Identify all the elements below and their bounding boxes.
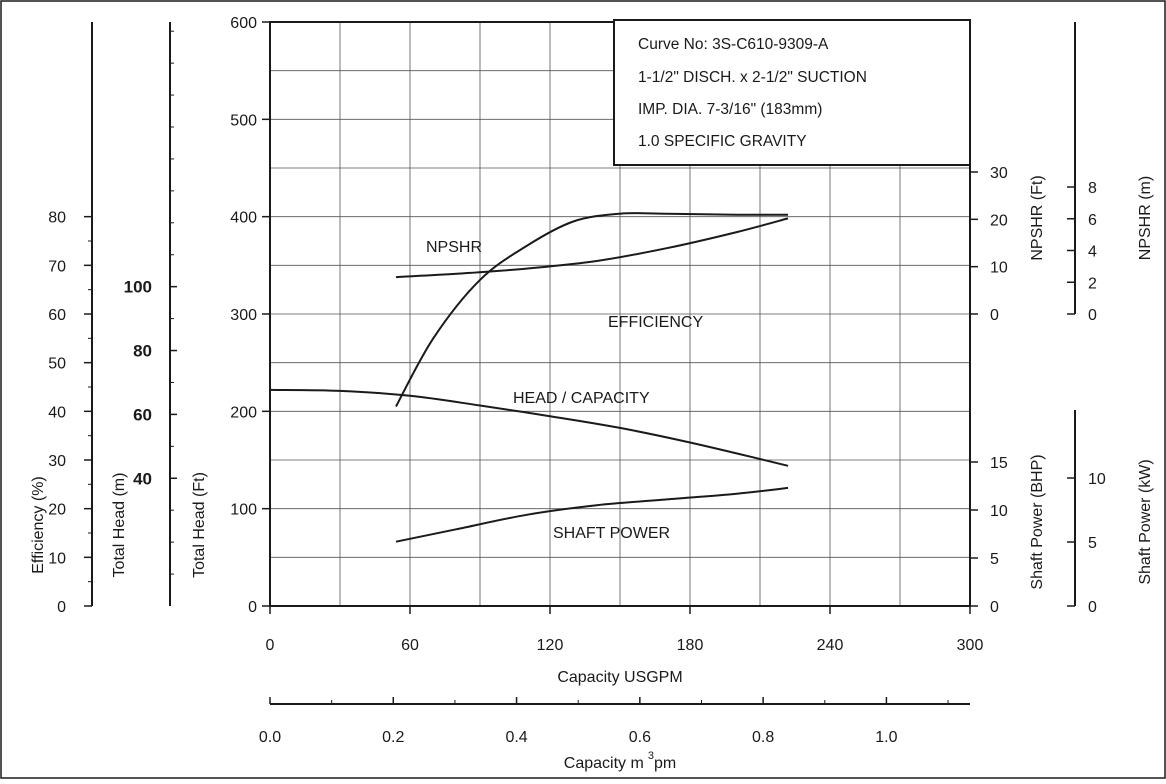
info-box-frame — [613, 19, 971, 166]
tick-label-usgpm: 300 — [957, 637, 984, 654]
tick-label-power-kw: 10 — [1088, 471, 1106, 488]
tick-label-efficiency: 80 — [48, 210, 66, 227]
curve-label-shaft-power: SHAFT POWER — [553, 525, 670, 542]
tick-label-usgpm: 240 — [817, 637, 844, 654]
curve-label-npshr: NPSHR — [426, 239, 482, 256]
tick-label-power-bhp: 5 — [990, 551, 999, 568]
bottom-axes: 0 60 120 180 240 300 0.0 0.2 0.4 0.6 0.8 1.0 — [259, 606, 984, 746]
tick-label-usgpm: 180 — [677, 637, 704, 654]
tick-label-efficiency: 10 — [48, 550, 66, 567]
tick-label-head-m: 100 — [124, 278, 152, 297]
ylabel-npshr-m: NPSHR (m) — [1137, 176, 1154, 260]
info-curve-no: Curve No: 3S-C610-9309-A — [638, 36, 829, 53]
tick-label-head-ft: 500 — [230, 112, 257, 129]
tick-label-efficiency: 50 — [48, 356, 66, 373]
right-axes: 0 10 20 30 0 5 10 15 0 2 4 6 8 0 5 10 — [970, 22, 1106, 616]
tick-label-efficiency: 30 — [48, 453, 66, 470]
tick-label-usgpm: 60 — [401, 637, 419, 654]
curve-npshr — [395, 217, 789, 279]
tick-label-npshr-ft: 10 — [990, 260, 1008, 277]
tick-label-power-kw: 0 — [1088, 599, 1097, 616]
curve-head-capacity — [269, 388, 789, 467]
tick-label-head-ft: 100 — [230, 502, 257, 519]
tick-label-efficiency: 20 — [48, 502, 66, 519]
tick-label-usgpm: 120 — [537, 637, 564, 654]
tick-label-power-bhp: 0 — [990, 599, 999, 616]
ylabel-efficiency: Efficiency (%) — [30, 476, 47, 574]
tick-label-efficiency: 0 — [57, 599, 66, 616]
tick-label-efficiency: 70 — [48, 258, 66, 275]
tick-label-power-bhp: 10 — [990, 503, 1008, 520]
tick-label-power-kw: 5 — [1088, 535, 1097, 552]
tick-label-npshr-ft: 20 — [990, 212, 1008, 229]
xlabel-m3pm: Capacity m 3pm — [564, 750, 676, 772]
tick-label-power-bhp: 15 — [990, 455, 1008, 472]
tick-label-m3pm: 0.2 — [382, 729, 404, 746]
ylabel-npshr-ft: NPSHR (Ft) — [1029, 175, 1046, 260]
tick-label-npshr-m: 2 — [1088, 275, 1097, 292]
curves — [269, 212, 789, 543]
curve-label-efficiency: EFFICIENCY — [608, 314, 703, 331]
tick-label-head-m: 40 — [133, 469, 152, 488]
ylabel-power-kw: Shaft Power (kW) — [1137, 459, 1154, 584]
tick-label-m3pm: 0.6 — [629, 729, 651, 746]
tick-label-head-ft: 400 — [230, 210, 257, 227]
tick-label-m3pm: 0.4 — [505, 729, 527, 746]
tick-label-efficiency: 40 — [48, 404, 66, 421]
info-impeller-dia: IMP. DIA. 7-3/16" (183mm) — [638, 101, 822, 118]
ylabel-head-ft: Total Head (Ft) — [191, 472, 208, 578]
tick-label-head-ft: 200 — [230, 404, 257, 421]
left-axes: 0 10 20 30 40 50 60 70 80 40 60 80 100 0 100 200 300 400 5… — [48, 15, 270, 616]
tick-label-npshr-ft: 30 — [990, 165, 1008, 182]
ylabel-head-m: Total Head (m) — [111, 473, 128, 578]
tick-label-npshr-m: 0 — [1088, 307, 1097, 324]
tick-label-head-ft: 600 — [230, 15, 257, 32]
tick-label-m3pm: 0.0 — [259, 729, 281, 746]
tick-label-npshr-m: 4 — [1088, 244, 1097, 261]
info-box: Curve No: 3S-C610-9309-A 1-1/2" DISCH. x… — [613, 19, 971, 166]
curve-efficiency — [395, 212, 789, 407]
tick-label-head-m: 80 — [133, 342, 152, 361]
info-specific-gravity: 1.0 SPECIFIC GRAVITY — [638, 133, 807, 150]
tick-label-npshr-ft: 0 — [990, 307, 999, 324]
tick-label-head-ft: 300 — [230, 307, 257, 324]
curve-label-head-capacity: HEAD / CAPACITY — [513, 390, 650, 407]
tick-label-m3pm: 0.8 — [752, 729, 774, 746]
ylabel-power-bhp: Shaft Power (BHP) — [1029, 454, 1046, 589]
tick-label-npshr-m: 8 — [1088, 180, 1097, 197]
tick-label-m3pm: 1.0 — [875, 729, 897, 746]
tick-label-head-ft: 0 — [248, 599, 257, 616]
tick-label-head-m: 60 — [133, 405, 152, 424]
tick-label-efficiency: 60 — [48, 307, 66, 324]
tick-label-npshr-m: 6 — [1088, 212, 1097, 229]
info-disch-suction: 1-1/2" DISCH. x 2-1/2" SUCTION — [638, 69, 867, 86]
xlabel-usgpm: Capacity USGPM — [557, 669, 682, 686]
curve-shaft-power — [395, 486, 789, 543]
tick-label-usgpm: 0 — [266, 637, 275, 654]
